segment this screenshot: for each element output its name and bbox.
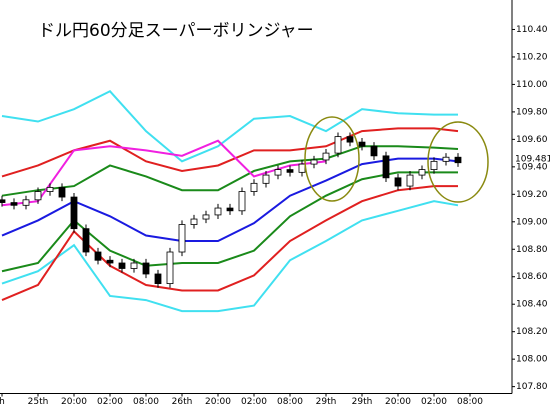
candle-body bbox=[406, 174, 414, 187]
candle-body bbox=[46, 187, 54, 192]
chart-title: ドル円60分足スーパーボリンジャー bbox=[38, 21, 314, 41]
y-tick-label: 109.60 bbox=[516, 135, 548, 145]
x-tick-label: 20:00 bbox=[385, 397, 411, 407]
candle-body bbox=[10, 202, 18, 206]
candle-body bbox=[382, 155, 390, 179]
candle-body bbox=[130, 262, 138, 269]
candle-body bbox=[166, 251, 174, 285]
candle-body bbox=[142, 262, 150, 275]
band-line bbox=[1, 200, 459, 313]
candle-body bbox=[22, 199, 30, 206]
band-line bbox=[1, 157, 459, 243]
x-tick-label: h bbox=[0, 397, 5, 407]
y-tick-label: 108.60 bbox=[516, 272, 548, 282]
candle-body bbox=[310, 159, 318, 165]
candle-body bbox=[250, 182, 258, 192]
candle-body bbox=[82, 228, 90, 253]
x-tick-label: 08:00 bbox=[457, 397, 483, 407]
x-tick-label: 29th bbox=[316, 397, 337, 407]
band-line bbox=[1, 185, 458, 302]
y-tick-label: 109.20 bbox=[516, 190, 548, 200]
candle-body bbox=[274, 169, 282, 176]
x-tick-label: 08:00 bbox=[277, 397, 303, 407]
candle-body bbox=[214, 207, 222, 216]
candle-body bbox=[358, 141, 366, 147]
candle-body bbox=[154, 273, 162, 285]
x-tick-label: 08:00 bbox=[133, 397, 159, 407]
candle-body bbox=[0, 199, 6, 203]
candle-body bbox=[298, 163, 306, 173]
y-tick-label: 109.80 bbox=[516, 107, 548, 117]
band-line bbox=[1, 145, 459, 197]
candle-body bbox=[178, 224, 186, 253]
candle-body bbox=[454, 156, 462, 164]
x-tick-label: 02:00 bbox=[97, 397, 123, 407]
candle-body bbox=[322, 152, 330, 161]
candle-body bbox=[418, 169, 426, 176]
highlight-ellipse bbox=[304, 116, 360, 202]
plot bbox=[0, 90, 462, 313]
y-tick-label: 108.20 bbox=[516, 327, 548, 337]
y-tick-label: 108.40 bbox=[516, 300, 548, 310]
candle-body bbox=[70, 196, 78, 230]
candle-body bbox=[34, 191, 42, 201]
y-tick-label: 110.20 bbox=[516, 52, 548, 62]
x-tick-label: 26th bbox=[172, 397, 193, 407]
candle-body bbox=[118, 262, 126, 269]
x-tick-label: 29th bbox=[352, 397, 373, 407]
x-tick-label: 02:00 bbox=[241, 397, 267, 407]
x-tick-label: 25th bbox=[28, 397, 49, 407]
candle-body bbox=[238, 191, 246, 212]
candle-body bbox=[442, 156, 450, 162]
candle-body bbox=[94, 251, 102, 261]
y-tick-label: 110.00 bbox=[516, 80, 548, 90]
candle-body bbox=[58, 187, 66, 198]
band-line bbox=[1, 90, 458, 163]
y-tick-label: 107.80 bbox=[516, 382, 548, 392]
candle-body bbox=[226, 207, 234, 212]
y-tick-label: 109.40 bbox=[516, 162, 548, 172]
x-tick-label: 20:00 bbox=[205, 397, 231, 407]
y-tick-label: 109.00 bbox=[516, 217, 548, 227]
candle-body bbox=[394, 177, 402, 187]
candle-body bbox=[370, 145, 378, 157]
y-tick-label: 108.00 bbox=[516, 355, 548, 365]
candle-body bbox=[190, 218, 198, 225]
x-tick-label: 02:00 bbox=[421, 397, 447, 407]
highlight-ellipse bbox=[427, 121, 489, 203]
candle-body bbox=[286, 169, 294, 173]
x-tick-label: 20:00 bbox=[61, 397, 87, 407]
band-line bbox=[1, 139, 327, 207]
y-tick-label: 110.40 bbox=[516, 25, 548, 35]
candle-body bbox=[106, 259, 114, 264]
band-line bbox=[1, 171, 458, 273]
candle-body bbox=[430, 160, 438, 170]
candle-body bbox=[262, 174, 270, 184]
y-tick-label: 108.80 bbox=[516, 245, 548, 255]
candle-body bbox=[346, 136, 354, 143]
candle-body bbox=[334, 136, 342, 154]
candle-body bbox=[202, 214, 210, 220]
price-label: 109.481 bbox=[515, 155, 550, 165]
